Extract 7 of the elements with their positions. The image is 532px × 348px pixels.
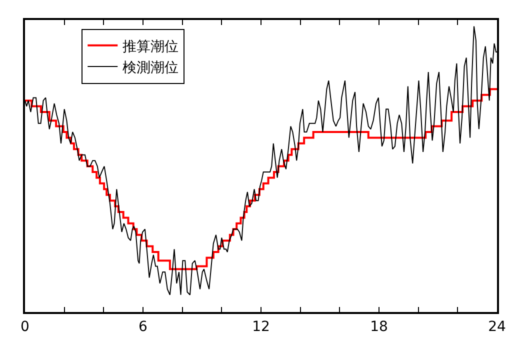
x-tick-label: 0 (20, 318, 30, 335)
legend-label: 推算潮位 (122, 38, 179, 55)
legend-label: 検測潮位 (122, 60, 179, 76)
x-tick-label: 6 (138, 318, 148, 335)
x-tick-label: 18 (370, 318, 388, 335)
x-tick-label: 12 (252, 318, 270, 335)
x-tick-label: 24 (488, 318, 506, 335)
